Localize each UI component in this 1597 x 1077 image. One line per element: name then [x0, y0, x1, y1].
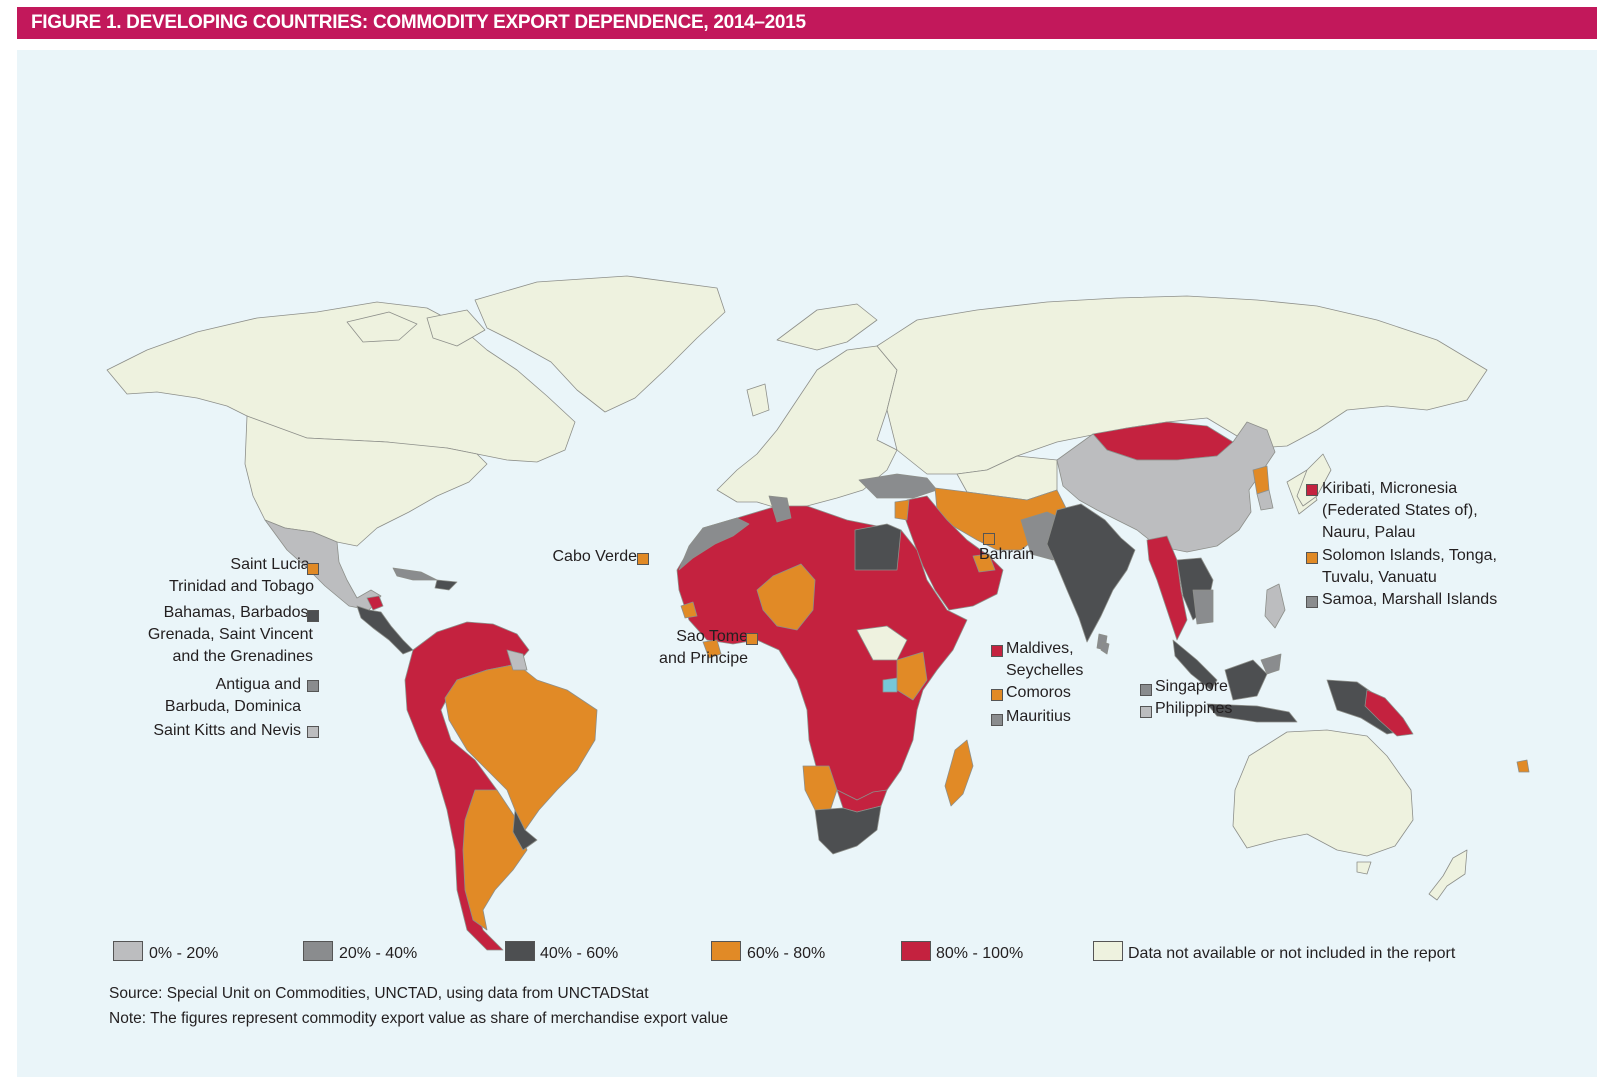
footnote: Note: The figures represent commodity ex…: [109, 1010, 729, 1027]
swatch-comoros: [991, 689, 1003, 701]
arabia: [904, 495, 1004, 611]
label-antigua: Antigua and Barbuda, Dominica: [164, 676, 301, 715]
swatch-philippines: [1140, 706, 1152, 718]
australia: [1232, 729, 1414, 857]
legend-label-40-60: 40% - 60%: [540, 945, 619, 962]
legend-label-0-20: 0% - 20%: [149, 945, 219, 962]
source-note: Source: Special Unit on Commodities, UNC…: [109, 985, 649, 1002]
madagascar: [944, 739, 974, 807]
figure-title: FIGURE 1. DEVELOPING COUNTRIES: COMMODIT…: [17, 7, 1597, 39]
swatch-antigua: [307, 680, 319, 692]
swatch-samoa: [1306, 596, 1318, 608]
swatch-kiribati: [1306, 484, 1318, 496]
legend-swatch-20-40: [303, 941, 333, 961]
swatch-bahrain: [983, 533, 995, 545]
south-sudan: [856, 625, 908, 661]
label-singapore: Singapore: [1155, 678, 1228, 695]
myanmar: [1146, 535, 1188, 641]
label-comoros: Comoros: [1006, 684, 1071, 701]
label-cabo-verde: Cabo Verde: [552, 548, 637, 565]
label-philippines: Philippines: [1155, 700, 1233, 717]
brazil: [444, 663, 598, 831]
swatch-saint-lucia: [307, 563, 319, 575]
label-saint-lucia: Saint Lucia, Trinidad and Tobago: [169, 556, 314, 595]
legend-swatch-0-20: [113, 941, 143, 961]
label-samoa: Samoa, Marshall Islands: [1322, 591, 1498, 608]
legend-swatch-60-80: [711, 941, 741, 961]
india: [1046, 503, 1136, 643]
china: [1056, 421, 1276, 553]
central-america: [356, 605, 414, 655]
label-bahrain: Bahrain: [979, 546, 1035, 563]
egypt: [854, 523, 902, 571]
label-maldives: Maldives, Seychelles: [1006, 640, 1084, 679]
map-panel: Saint Lucia, Trinidad and Tobago Bahamas…: [17, 50, 1597, 1077]
label-solomon: Solomon Islands, Tonga, Tuvalu, Vanuatu: [1322, 547, 1497, 586]
usa: [244, 415, 488, 547]
legend-label-60-80: 60% - 80%: [747, 945, 826, 962]
indonesia: [1224, 659, 1268, 701]
swatch-bahamas: [307, 610, 319, 622]
swatch-mauritius: [991, 714, 1003, 726]
legend-label-80-100: 80% - 100%: [936, 945, 1024, 962]
legend-label-20-40: 20% - 40%: [339, 945, 418, 962]
swatch-maldives: [991, 645, 1003, 657]
swatch-singapore: [1140, 684, 1152, 696]
swatch-solomon: [1306, 552, 1318, 564]
legend-swatch-80-100: [901, 941, 931, 961]
legend-swatch-na: [1093, 941, 1123, 961]
swatch-sao-tome: [746, 633, 758, 645]
world-map: [106, 275, 1530, 951]
legend-label-na: Data not available or not included in th…: [1128, 945, 1456, 962]
swatch-saint-kitts: [307, 726, 319, 738]
legend-swatch-40-60: [505, 941, 535, 961]
south-africa: [814, 805, 882, 855]
label-bahamas: Bahamas, Barbados, Grenada, Saint Vincen…: [147, 604, 313, 665]
swatch-cabo-verde: [637, 553, 649, 565]
label-mauritius: Mauritius: [1006, 708, 1071, 725]
greenland: [474, 275, 726, 413]
label-saint-kitts: Saint Kitts and Nevis: [153, 722, 301, 739]
label-kiribati: Kiribati, Micronesia (Federated States o…: [1322, 480, 1478, 541]
new-zealand: [1428, 849, 1468, 901]
label-sao-tome: Sao Tome and Principe: [659, 628, 748, 667]
